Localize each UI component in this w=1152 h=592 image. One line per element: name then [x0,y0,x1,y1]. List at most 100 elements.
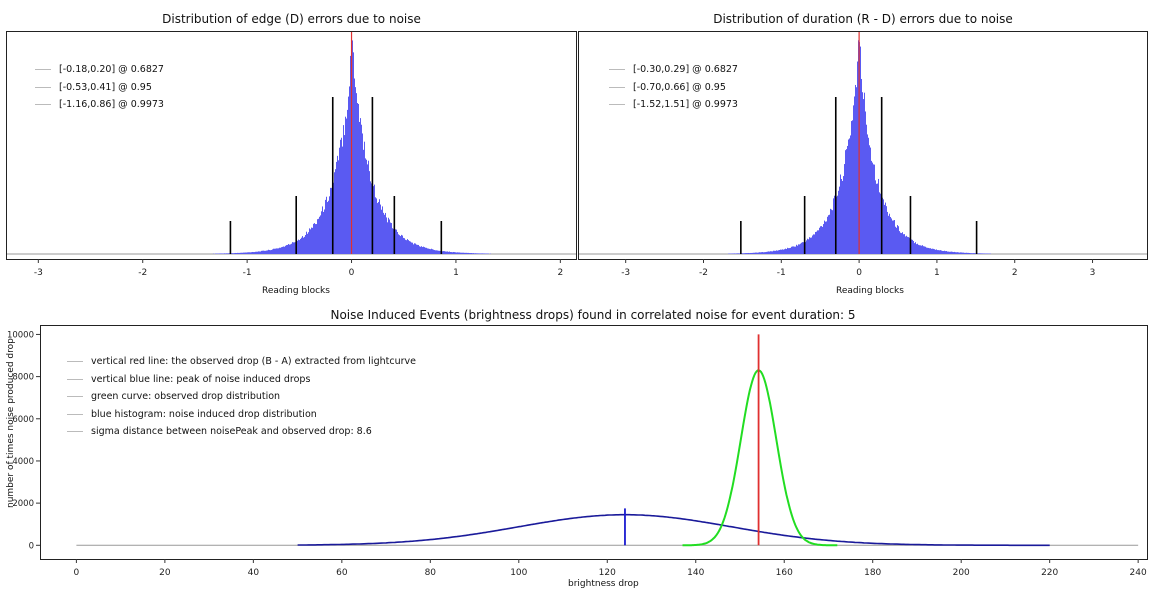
histogram-bar [327,202,328,254]
histogram-bar [448,251,449,254]
histogram-bar [820,226,821,254]
histogram-bar [432,249,433,254]
histogram-bar [374,184,375,254]
histogram-bar [980,253,981,254]
histogram-bar [909,237,910,254]
histogram-bar [761,252,762,254]
histogram-bar [831,209,832,254]
histogram-bar [447,251,448,254]
histogram-bar [256,251,257,254]
histogram-bar [302,236,303,254]
histogram-bar [970,253,971,254]
histogram-bar [952,251,953,254]
histogram-bar [238,252,239,254]
histogram-bar [404,238,405,254]
histogram-bar [891,218,892,254]
histogram-bar [944,250,945,254]
histogram-bar [303,237,304,254]
histogram-bar [283,246,284,254]
histogram-bar [759,252,760,254]
histogram-bar [935,249,936,254]
histogram-bar [400,236,401,254]
histogram-bar [971,253,972,254]
histogram-bar [758,252,759,254]
histogram-bar [857,61,858,254]
histogram-bar [946,251,947,254]
histogram-bar [754,252,755,254]
legend-swatch [609,104,625,105]
histogram-bar [397,232,398,254]
x-tick-label: 40 [248,568,260,578]
histogram-bar [783,249,784,254]
plot-area-noise-events [76,334,1139,547]
histogram-bar [410,241,411,254]
histogram-bar [237,252,238,254]
x-tick-label: 120 [599,568,616,578]
histogram-bar [774,250,775,254]
histogram-bar [950,251,951,254]
histogram-bar [293,242,294,254]
histogram-bar [459,252,460,254]
histogram-bar [908,237,909,254]
histogram-bar [242,252,243,254]
histogram-bar [777,250,778,254]
histogram-bar [787,247,788,254]
histogram-bar [803,242,804,254]
histogram-bar [899,231,900,254]
x-tick-label: 200 [953,568,970,578]
histogram-bar [826,221,827,254]
histogram-bar [424,247,425,254]
histogram-bar [799,244,800,254]
histogram-bar [311,227,312,254]
histogram-bar [314,223,315,254]
histogram-bar [239,252,240,254]
histogram-bar [461,252,462,254]
histogram-bar [225,253,226,254]
histogram-bar [356,93,357,254]
histogram-bar [934,249,935,254]
histogram-bar [889,213,890,254]
histogram-bar [287,244,288,254]
histogram-bar [764,252,765,254]
histogram-bar [360,118,361,254]
histogram-bar [363,149,364,254]
histogram-bar [408,240,409,254]
histogram-bar [418,244,419,254]
histogram-bar [855,84,856,254]
legend-item: sigma distance between noisePeak and obs… [67,423,416,441]
histogram-bar [780,249,781,254]
histogram-bar [329,196,330,254]
histogram-bar [386,217,387,254]
histogram-bar [856,87,857,254]
histogram-bar [248,252,249,254]
histogram-bar [367,164,368,254]
histogram-bar [948,251,949,254]
histogram-bar [915,242,916,254]
histogram-bar [928,247,929,254]
x-tick-label: 0 [349,268,355,278]
histogram-bar [456,252,457,254]
histogram-bar [872,162,873,254]
histogram-bar [736,253,737,254]
x-tick-label: -1 [777,268,786,278]
histogram-bar [262,250,263,254]
histogram-bar [466,252,467,254]
histogram-bar [828,215,829,254]
histogram-bar [328,200,329,254]
histogram-bar [938,250,939,254]
histogram-bar [880,193,881,254]
histogram-bar [868,137,869,254]
x-tick-label: -2 [699,268,708,278]
histogram-bar [416,244,417,254]
histogram-bar [873,164,874,254]
histogram-bar [347,109,348,254]
histogram-bar [893,220,894,254]
histogram-bar [450,252,451,254]
histogram-bar [275,248,276,254]
histogram-bar [308,232,309,254]
histogram-bar [871,160,872,254]
histogram-bar [465,252,466,254]
histogram-bar [969,252,970,254]
y-tick-label: 8000 [12,373,34,383]
histogram-bar [361,124,362,254]
